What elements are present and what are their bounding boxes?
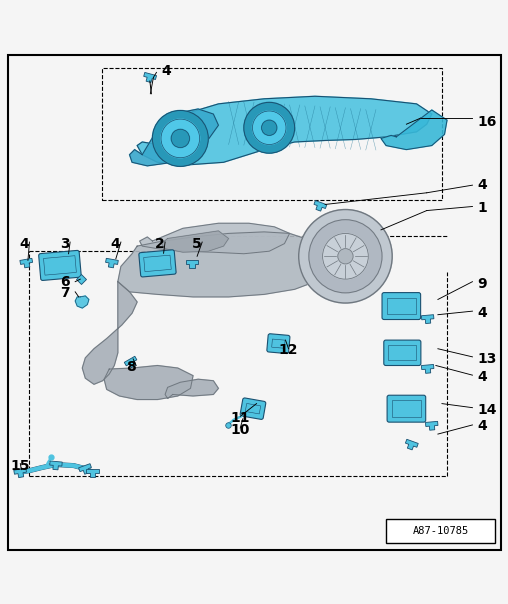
Text: 9: 9 [478, 277, 487, 291]
Polygon shape [20, 259, 33, 268]
Polygon shape [140, 223, 290, 254]
Polygon shape [106, 259, 118, 268]
Polygon shape [405, 439, 418, 450]
Polygon shape [104, 365, 193, 399]
Polygon shape [381, 110, 447, 150]
Bar [44, 255, 76, 275]
Polygon shape [75, 296, 89, 308]
Text: 14: 14 [478, 403, 497, 417]
FancyBboxPatch shape [384, 340, 421, 365]
Text: 6: 6 [60, 275, 70, 289]
Text: 4: 4 [478, 306, 487, 320]
FancyBboxPatch shape [387, 395, 426, 422]
Circle shape [299, 210, 392, 303]
Polygon shape [130, 109, 218, 166]
FancyBboxPatch shape [267, 334, 290, 353]
Text: 15: 15 [10, 458, 29, 472]
Polygon shape [137, 96, 432, 165]
Text: 4: 4 [478, 419, 487, 434]
Polygon shape [426, 422, 438, 430]
Text: 13: 13 [478, 352, 497, 366]
Circle shape [323, 233, 368, 279]
Bar [392, 400, 421, 417]
Polygon shape [144, 72, 156, 83]
FancyBboxPatch shape [240, 398, 266, 419]
Bar [245, 403, 261, 414]
Text: 2: 2 [155, 237, 165, 251]
Circle shape [338, 249, 353, 264]
Text: 5: 5 [192, 237, 202, 251]
Text: 4: 4 [19, 237, 29, 251]
Text: 11: 11 [230, 411, 249, 425]
Polygon shape [118, 232, 325, 297]
Polygon shape [162, 231, 229, 252]
Bar [389, 345, 417, 361]
Circle shape [161, 119, 200, 158]
Polygon shape [86, 469, 99, 477]
Circle shape [262, 120, 277, 135]
Polygon shape [124, 356, 137, 368]
Text: 16: 16 [478, 115, 497, 129]
Bar [387, 298, 416, 315]
Text: 4: 4 [111, 237, 120, 251]
Text: 7: 7 [60, 286, 70, 300]
Bar [102, 68, 442, 201]
Bar [386, 519, 495, 544]
Polygon shape [82, 281, 137, 384]
Text: 10: 10 [230, 423, 249, 437]
FancyBboxPatch shape [39, 251, 81, 280]
Text: 12: 12 [278, 343, 298, 357]
Text: A87-10785: A87-10785 [413, 526, 469, 536]
FancyBboxPatch shape [139, 250, 176, 277]
Text: 4: 4 [478, 370, 487, 384]
Text: 4: 4 [162, 64, 172, 78]
Text: 3: 3 [60, 237, 70, 251]
Bar [144, 255, 171, 272]
Circle shape [152, 111, 208, 166]
Polygon shape [165, 379, 218, 399]
Polygon shape [422, 364, 434, 373]
Polygon shape [50, 461, 62, 470]
Circle shape [252, 111, 286, 144]
Circle shape [171, 129, 189, 147]
Polygon shape [79, 464, 91, 474]
Polygon shape [186, 260, 198, 268]
Text: 4: 4 [478, 178, 487, 192]
Text: 8: 8 [126, 360, 136, 374]
Circle shape [309, 220, 382, 293]
Bar [272, 339, 285, 349]
Text: 1: 1 [478, 201, 487, 215]
Circle shape [244, 102, 295, 153]
Polygon shape [314, 201, 327, 211]
Polygon shape [14, 468, 26, 478]
Polygon shape [422, 315, 434, 324]
FancyBboxPatch shape [382, 292, 421, 320]
